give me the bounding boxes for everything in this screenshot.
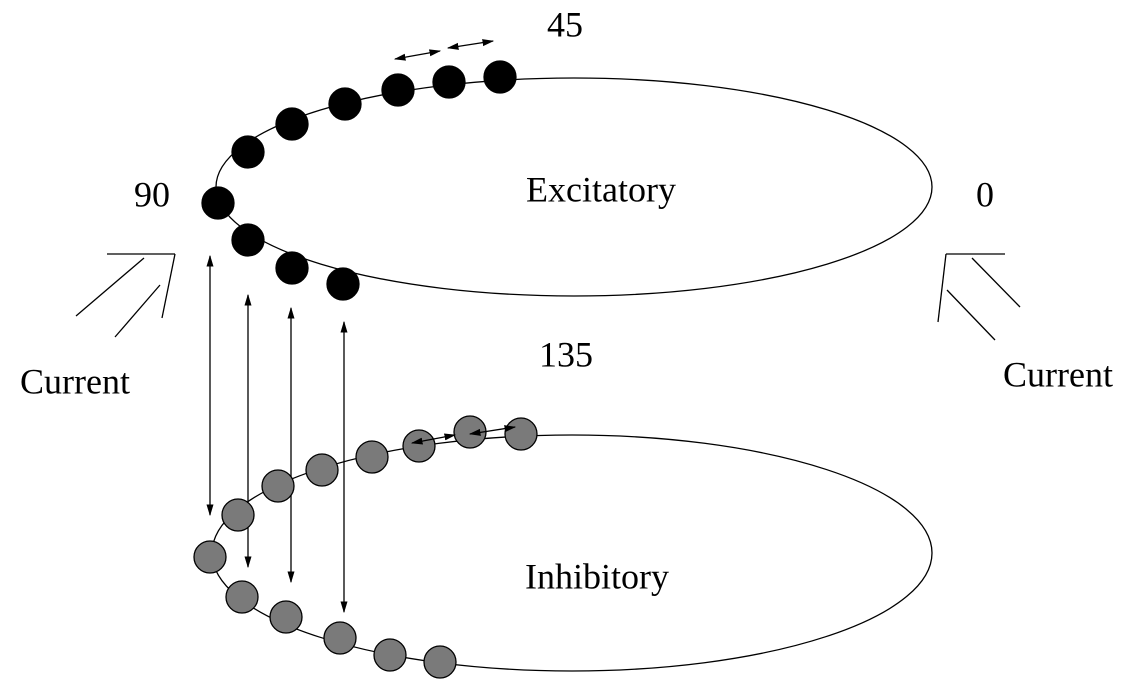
neuron xyxy=(269,600,303,634)
neuron xyxy=(221,498,255,532)
angle-label: 0 xyxy=(976,174,994,214)
neuron xyxy=(432,65,466,99)
neuron xyxy=(231,135,265,169)
population-label: Inhibitory xyxy=(525,556,669,596)
neuron xyxy=(225,580,259,614)
neuron xyxy=(275,107,309,141)
lateral-arrow xyxy=(410,433,457,445)
neuron xyxy=(261,469,295,503)
neuron xyxy=(323,621,357,655)
neuron xyxy=(305,453,339,487)
neuron xyxy=(231,223,265,257)
input-line xyxy=(114,284,161,338)
neuron xyxy=(402,429,436,463)
lateral-arrows xyxy=(393,39,517,445)
population-label: Excitatory xyxy=(526,169,676,209)
neuron xyxy=(483,60,517,94)
current-input-left xyxy=(75,253,176,338)
connections xyxy=(206,254,348,614)
input-line xyxy=(75,257,145,317)
lateral-arrow xyxy=(468,425,517,436)
input-line xyxy=(971,257,1021,308)
current-input-right xyxy=(937,253,1021,341)
neuron xyxy=(504,417,538,451)
neuron xyxy=(423,645,457,679)
input-label: Current xyxy=(1003,354,1113,394)
angle-label: 135 xyxy=(539,334,593,374)
input-line xyxy=(937,253,947,323)
angle-label: 45 xyxy=(547,4,583,44)
lateral-arrow xyxy=(446,39,495,50)
neuron xyxy=(326,267,360,301)
excitatory-neurons xyxy=(201,60,517,301)
lateral-arrow xyxy=(393,49,442,61)
neuron xyxy=(355,440,389,474)
neuron xyxy=(193,540,227,574)
input-label: Current xyxy=(20,361,130,401)
input-line xyxy=(946,289,996,341)
inhibitory-neurons xyxy=(193,415,538,679)
input-line xyxy=(161,253,176,319)
neuron xyxy=(381,73,415,107)
neuron xyxy=(275,251,309,285)
neuron xyxy=(373,638,407,672)
neuron xyxy=(201,186,235,220)
neuron xyxy=(328,87,362,121)
angle-label: 90 xyxy=(134,174,170,214)
